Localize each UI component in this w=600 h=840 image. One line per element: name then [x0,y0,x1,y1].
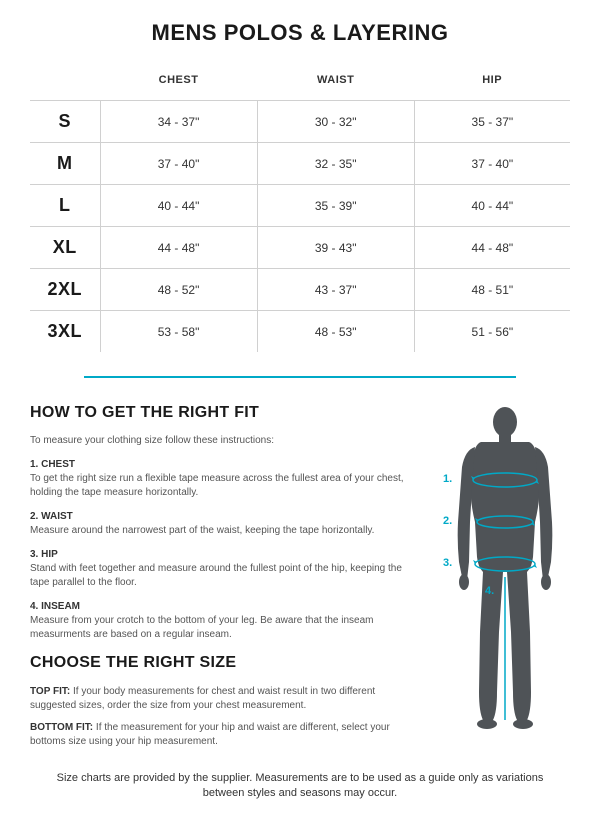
figure-label: 4. [485,585,494,597]
size-cell: 2XL [30,269,100,311]
hip-cell: 40 - 44" [414,185,570,227]
fit-item-bottom: BOTTOM FIT: If the measurement for your … [30,721,413,749]
table-header-row: CHEST WAIST HIP [30,64,570,101]
fit-label: TOP FIT: [30,686,70,697]
measure-text: Measure from your crotch to the bottom o… [30,614,413,642]
figure-label: 1. [443,473,452,485]
table-row: 2XL48 - 52"43 - 37"48 - 51" [30,269,570,311]
footnote: Size charts are provided by the supplier… [30,771,570,802]
size-table: CHEST WAIST HIP S34 - 37"30 - 32"35 - 37… [30,64,570,352]
hip-cell: 37 - 40" [414,143,570,185]
chest-cell: 40 - 44" [100,185,257,227]
table-row: XL44 - 48"39 - 43"44 - 48" [30,227,570,269]
hip-cell: 44 - 48" [414,227,570,269]
table-header: CHEST [100,64,257,101]
measure-text: Stand with feet together and measure aro… [30,562,413,590]
measure-item-inseam: 4. INSEAM Measure from your crotch to th… [30,600,413,642]
size-cell: L [30,185,100,227]
chest-cell: 37 - 40" [100,143,257,185]
silhouette-icon: 1. 2. 3. 4. [425,402,570,732]
measure-label: 4. INSEAM [30,600,413,614]
measure-label: 1. CHEST [30,458,413,472]
choose-heading: CHOOSE THE RIGHT SIZE [30,652,413,674]
page-title: MENS POLOS & LAYERING [30,20,570,46]
size-cell: S [30,101,100,143]
measure-text: To get the right size run a flexible tap… [30,472,413,500]
waist-cell: 30 - 32" [257,101,414,143]
hip-cell: 35 - 37" [414,101,570,143]
table-header: WAIST [257,64,414,101]
size-cell: 3XL [30,311,100,353]
fit-text: If your body measurements for chest and … [30,686,375,711]
table-header: HIP [414,64,570,101]
fit-intro: To measure your clothing size follow the… [30,434,413,448]
table-row: L40 - 44"35 - 39"40 - 44" [30,185,570,227]
figure-label: 2. [443,515,452,527]
waist-cell: 39 - 43" [257,227,414,269]
chest-cell: 48 - 52" [100,269,257,311]
body-figure: 1. 2. 3. 4. [425,402,570,757]
fit-label: BOTTOM FIT: [30,722,93,733]
fit-heading: HOW TO GET THE RIGHT FIT [30,402,413,424]
chest-cell: 53 - 58" [100,311,257,353]
measure-label: 3. HIP [30,548,413,562]
divider [84,376,516,378]
hip-cell: 48 - 51" [414,269,570,311]
measure-text: Measure around the narrowest part of the… [30,524,413,538]
waist-cell: 32 - 35" [257,143,414,185]
measure-item-waist: 2. WAIST Measure around the narrowest pa… [30,510,413,538]
waist-cell: 35 - 39" [257,185,414,227]
size-cell: XL [30,227,100,269]
table-row: S34 - 37"30 - 32"35 - 37" [30,101,570,143]
fit-item-top: TOP FIT: If your body measurements for c… [30,685,413,713]
table-header [30,64,100,101]
waist-cell: 43 - 37" [257,269,414,311]
figure-label: 3. [443,557,452,569]
measure-label: 2. WAIST [30,510,413,524]
table-row: 3XL53 - 58"48 - 53"51 - 56" [30,311,570,353]
table-row: M37 - 40"32 - 35"37 - 40" [30,143,570,185]
chest-cell: 34 - 37" [100,101,257,143]
measure-item-chest: 1. CHEST To get the right size run a fle… [30,458,413,500]
chest-cell: 44 - 48" [100,227,257,269]
size-cell: M [30,143,100,185]
hip-cell: 51 - 56" [414,311,570,353]
waist-cell: 48 - 53" [257,311,414,353]
measure-item-hip: 3. HIP Stand with feet together and meas… [30,548,413,590]
